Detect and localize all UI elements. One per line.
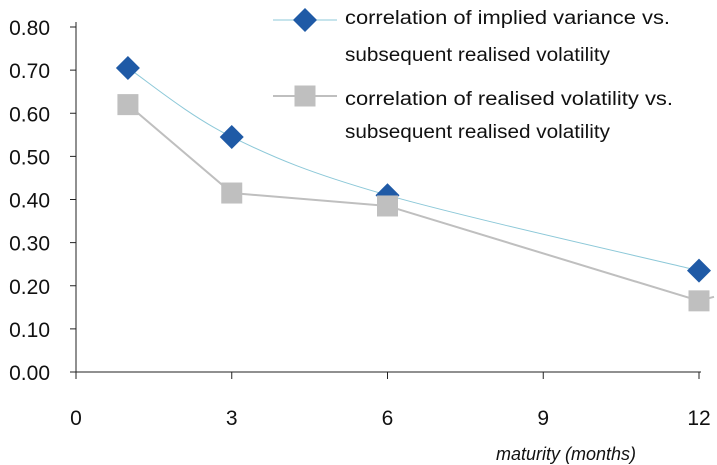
series-line [127, 67, 700, 272]
data-point [687, 258, 711, 283]
data-point [221, 182, 243, 204]
x-axis-title: maturity (months) [496, 444, 636, 464]
legend-label: correlation of realised volatility vs. [345, 89, 673, 110]
y-tick-label: 0.80 [9, 17, 50, 40]
legend-label: subsequent realised volatility [345, 45, 611, 66]
data-point [688, 290, 710, 312]
legend: correlation of implied variance vs. subse… [273, 8, 673, 143]
y-tick-labels: 0.00 0.10 0.20 0.30 0.40 0.50 0.60 0.70 0.80 [9, 17, 50, 385]
y-tick-label: 0.50 [9, 146, 50, 169]
legend-label: subsequent realised volatility [345, 122, 611, 143]
data-point [117, 94, 139, 116]
legend-label: correlation of implied variance vs. [345, 8, 670, 29]
x-tick-label: 6 [382, 407, 394, 430]
x-tick-label: 9 [537, 407, 549, 430]
x-tick-label: 3 [226, 407, 238, 430]
legend-marker [294, 85, 316, 107]
x-tick-label: 0 [70, 407, 82, 430]
series-line [127, 103, 700, 302]
y-tick-label: 0.40 [9, 190, 50, 213]
legend-marker [293, 8, 317, 32]
y-tick-label: 0.10 [9, 319, 50, 342]
y-tick-label: 0.70 [9, 60, 50, 83]
series-group [115, 55, 715, 312]
y-tick-label: 0.00 [9, 362, 50, 385]
series-2 [117, 94, 715, 312]
x-tick-label: 12 [687, 407, 710, 430]
data-point [377, 195, 398, 217]
x-tick-labels: 0 3 6 9 12 [70, 407, 711, 430]
data-point [115, 55, 140, 80]
legend-entry-2: correlation of realised volatility vs. su… [273, 85, 673, 143]
data-point [219, 124, 244, 149]
legend-entry-1: correlation of implied variance vs. subse… [273, 8, 670, 66]
y-tick-label: 0.30 [9, 233, 50, 256]
y-tick-label: 0.20 [9, 276, 50, 299]
y-tick-label: 0.60 [9, 103, 50, 126]
axes [70, 22, 701, 379]
